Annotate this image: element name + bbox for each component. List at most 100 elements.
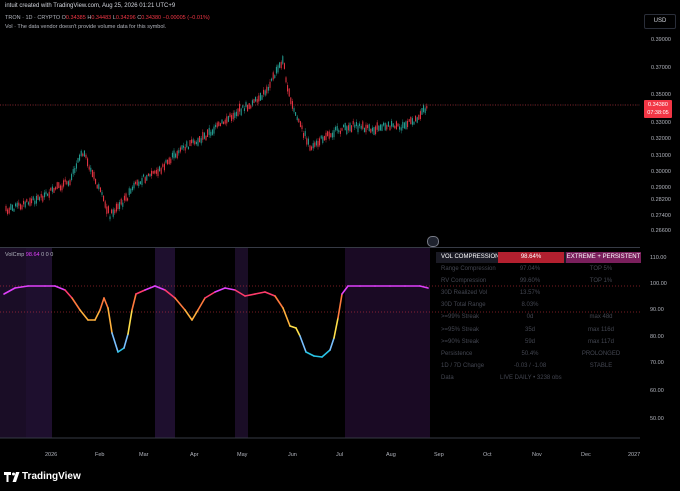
compression-line-segment (79, 309, 89, 321)
candlestick (18, 199, 20, 209)
candlestick (352, 118, 354, 127)
candlestick (218, 121, 220, 127)
candlestick (187, 146, 189, 150)
candlestick (384, 122, 386, 131)
candlestick (296, 114, 298, 122)
price-axis-label: 0.35000 (651, 92, 671, 98)
candlestick (162, 162, 164, 169)
candlestick (56, 181, 58, 190)
table-row: RV Compression 99.60% TOP 1% (436, 276, 641, 287)
candlestick (106, 203, 108, 217)
flag-icon[interactable] (427, 236, 439, 247)
time-axis-label: Oct (483, 452, 492, 458)
close-key: C (137, 15, 142, 21)
compression-line-segment (341, 285, 349, 295)
compression-line-segment (54, 285, 66, 291)
candlestick (347, 122, 349, 133)
candlestick (343, 123, 345, 128)
candlestick (122, 199, 124, 210)
candlestick (77, 157, 79, 163)
indicator-axis-label: 80.00 (650, 334, 664, 340)
compression-line-segment (329, 337, 335, 351)
table-title: VOL COMPRESSION (441, 254, 500, 260)
candlestick (21, 204, 23, 211)
symbol-ohlc-legend[interactable]: TRON · 1D · CRYPTO O0.34385 H0.34483 L0.… (5, 15, 210, 21)
candlestick (229, 112, 231, 119)
table-row: >=95% Streak 35d max 116d (436, 325, 641, 336)
candlestick (299, 120, 301, 128)
candlestick (101, 189, 103, 198)
indicator-pane[interactable] (0, 248, 640, 438)
table-row: 30D Total Range 8.03% (436, 300, 641, 311)
time-axis-label: May (237, 452, 248, 458)
compression-line-segment (144, 285, 156, 291)
candlestick (165, 158, 167, 165)
high-value: 0.34483 (91, 15, 112, 21)
candlestick (171, 150, 173, 160)
indicator-legend[interactable]: VolCmp 98.64 0 0 0 (5, 252, 53, 258)
currency-button[interactable]: USD (644, 14, 676, 29)
candlestick (368, 123, 370, 132)
candlestick (315, 138, 317, 148)
candlestick (16, 201, 18, 209)
candlestick (394, 125, 396, 130)
candlestick (15, 202, 17, 208)
candlestick (365, 122, 367, 135)
candlestick (426, 103, 428, 111)
candlestick (139, 181, 141, 185)
compression-line-segment (295, 327, 301, 337)
candlestick (378, 125, 380, 132)
compression-zone (345, 248, 430, 438)
compression-zone (235, 248, 248, 438)
compression-line-segment (305, 351, 315, 357)
symbol-name[interactable]: TRON · 1D · CRYPTO (5, 15, 61, 21)
last-price-value: 0.34380 (648, 102, 668, 108)
candlestick (151, 167, 153, 179)
candlestick (381, 124, 383, 132)
candlestick (415, 115, 417, 122)
candlestick (261, 94, 263, 101)
candlestick (226, 113, 228, 127)
candlestick (407, 118, 409, 130)
candlestick (285, 76, 287, 84)
candlestick (112, 207, 114, 219)
candlestick (152, 170, 154, 175)
low-value: 0.34296 (115, 15, 136, 21)
indicator-value: 98.64 (25, 252, 40, 258)
candlestick (79, 153, 81, 162)
table-score: 98.64% (498, 252, 564, 263)
candlestick (149, 173, 151, 178)
candlestick (208, 124, 210, 138)
candlestick (275, 64, 277, 76)
table-cell: STABLE (589, 362, 613, 369)
high-key: H (87, 15, 92, 21)
table-cell: 99.60% (519, 278, 541, 285)
pane-separator[interactable] (0, 247, 640, 248)
price-axis-label: 0.39000 (651, 37, 671, 43)
compression-line-segment (131, 293, 137, 311)
candlestick (13, 208, 15, 212)
compression-line-segment (289, 325, 297, 329)
price-chart[interactable] (0, 30, 640, 247)
compression-line-segment (71, 297, 81, 311)
compression-line-segment (274, 295, 284, 309)
candlestick (264, 89, 266, 97)
candlestick (421, 107, 423, 115)
candlestick (120, 197, 122, 206)
candlestick (181, 145, 183, 150)
candlestick (283, 62, 285, 70)
candlestick (290, 97, 292, 105)
candlestick (160, 166, 162, 176)
indicator-axis-label: 90.00 (650, 307, 664, 313)
compression-line-segment (224, 287, 236, 291)
indicator-name[interactable]: VolCmp (5, 252, 25, 258)
candlestick (307, 136, 309, 147)
indicator-axis-label: 50.00 (650, 416, 664, 422)
candlestick (202, 129, 204, 143)
price-axis-label: 0.29000 (651, 185, 671, 191)
candlestick (295, 111, 297, 116)
candlestick (339, 127, 341, 137)
table-cell: PROLONGED (581, 350, 621, 357)
candlestick (303, 130, 305, 141)
candlestick (74, 165, 76, 176)
